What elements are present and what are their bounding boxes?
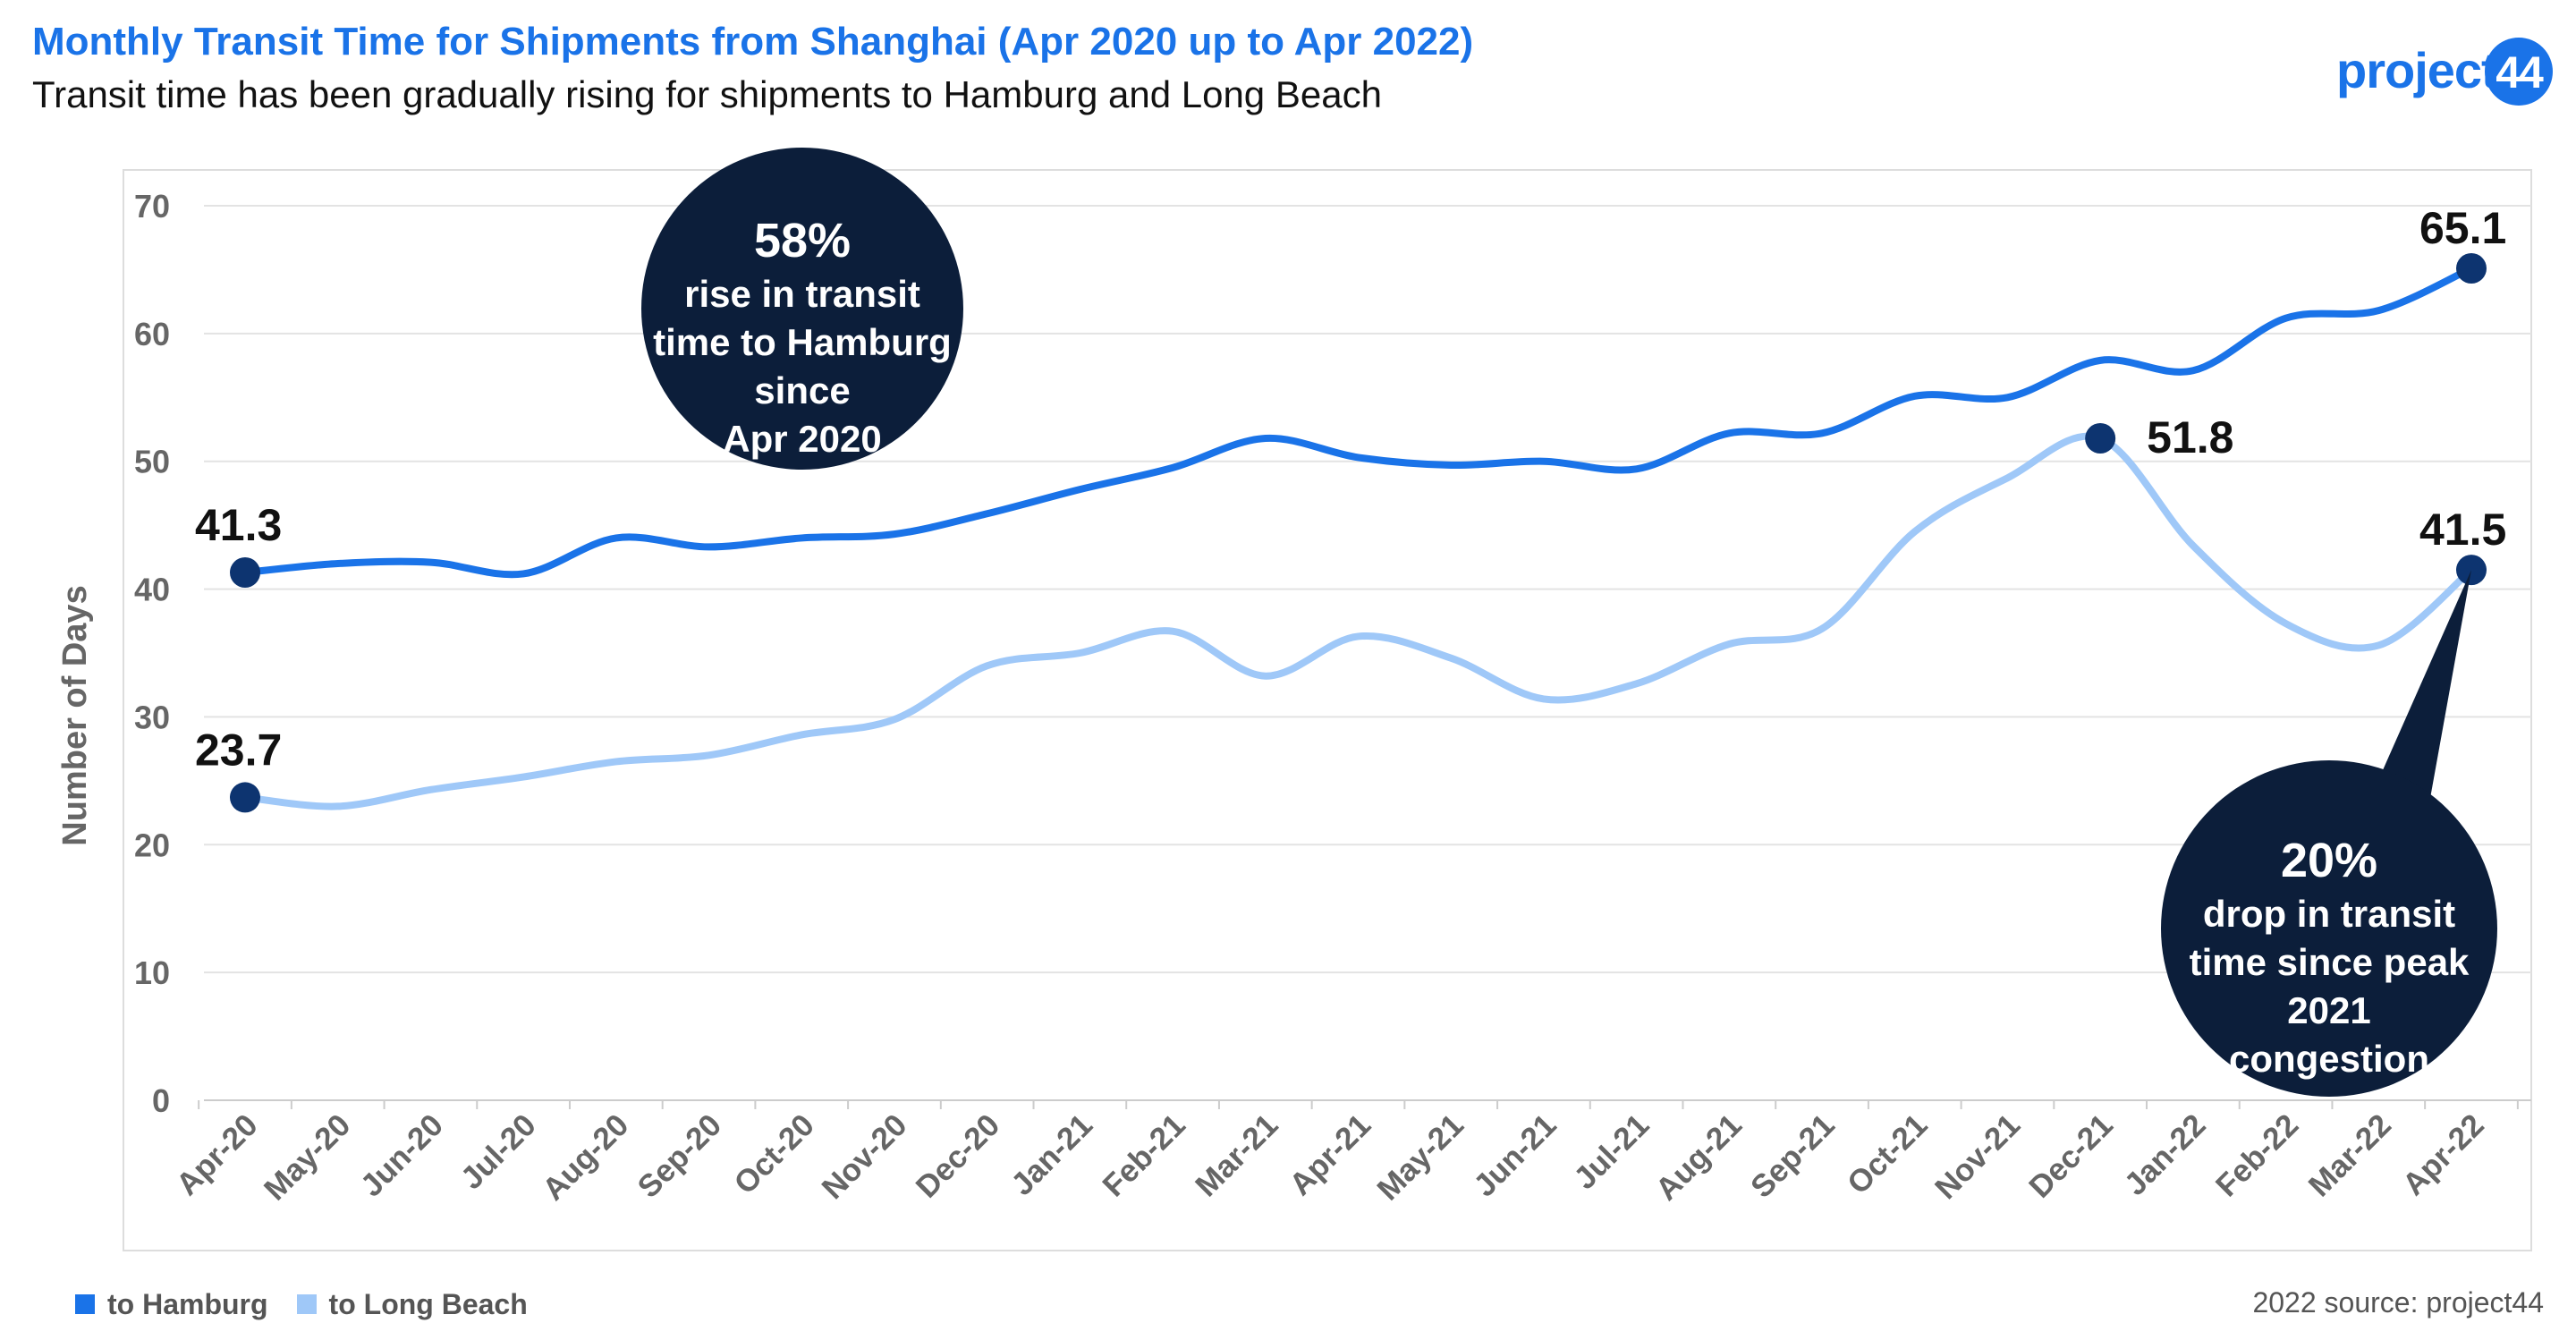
y-tick-label: 10 (134, 954, 170, 991)
callout-hamburg-rise-circle (641, 148, 963, 470)
y-tick-label: 30 (134, 699, 170, 735)
logo-word: project (2336, 42, 2498, 98)
x-tick-label: Jun-21 (1467, 1107, 1563, 1203)
legend-swatch-hamburg (75, 1294, 95, 1314)
plot-frame (123, 169, 2532, 1251)
callout-long-beach-drop: 20% drop in transit time since peak 2021 con… (2161, 760, 2497, 1097)
callout-hamburg-rise-headline: 58% (754, 214, 851, 267)
x-tick-label: Jul-21 (1567, 1107, 1656, 1196)
x-tick-label: Feb-22 (2209, 1107, 2305, 1203)
x-tick-label: May-21 (1370, 1107, 1470, 1207)
x-tick-label: Apr-21 (1283, 1107, 1377, 1202)
x-tick-label: Jan-22 (2118, 1107, 2213, 1202)
callout-hamburg-rise-line: rise in transit (684, 273, 920, 315)
x-tick-label: Feb-21 (1096, 1107, 1191, 1203)
source-note: 2022 source: project44 (2252, 1286, 2544, 1319)
chart-subtitle: Transit time has been gradually rising f… (32, 73, 1382, 115)
x-tick-label: Jun-20 (354, 1107, 450, 1203)
x-tick-label: Mar-21 (1189, 1107, 1284, 1203)
series-line-hamburg (242, 265, 2475, 579)
y-tick-label: 20 (134, 827, 170, 863)
x-tick-label: Apr-20 (170, 1107, 265, 1202)
callout-long-beach-drop-line: drop in transit (2203, 893, 2455, 935)
callout-long-beach-drop-line: time since peak (2190, 941, 2470, 983)
x-tick-label: Aug-20 (536, 1107, 635, 1207)
x-tick-label: Apr-22 (2396, 1107, 2491, 1202)
series-line-long-beach (242, 432, 2475, 810)
x-tick-label: Jan-21 (1004, 1107, 1099, 1202)
x-tick-label: Sep-21 (1744, 1107, 1842, 1205)
callout-hamburg-rise-line: time to Hamburg (653, 321, 952, 363)
y-tick-label: 70 (134, 188, 170, 225)
data-point-long-beach (2085, 423, 2116, 454)
legend-label-long-beach: to Long Beach (328, 1287, 528, 1320)
y-axis-label: Number of Days (56, 585, 94, 845)
data-label-hamburg: 65.1 (2419, 203, 2506, 253)
callout-long-beach-drop-line: 2021 (2287, 989, 2370, 1031)
legend: to Hamburg to Long Beach (75, 1286, 528, 1322)
callout-hamburg-rise-line: Apr 2020 (723, 418, 881, 460)
y-tick-label: 50 (134, 444, 170, 480)
data-point-hamburg (230, 557, 260, 588)
legend-swatch-long-beach (296, 1294, 317, 1314)
y-tick-label: 0 (152, 1082, 170, 1119)
callout-long-beach-drop-headline: 20% (2281, 834, 2377, 887)
x-tick-label: Oct-20 (727, 1107, 821, 1201)
logo-number: 44 (2496, 47, 2544, 98)
data-label-long-beach: 23.7 (195, 725, 282, 775)
x-tick-label: Nov-20 (816, 1107, 914, 1206)
logo-circle (2485, 38, 2553, 106)
x-tick-label: Jul-20 (454, 1107, 543, 1196)
data-point-hamburg (2456, 253, 2487, 284)
x-tick-label: May-20 (258, 1107, 357, 1207)
x-tick-label: Sep-20 (631, 1107, 728, 1205)
x-tick-label: Mar-22 (2302, 1107, 2398, 1203)
x-tick-label: Nov-21 (1928, 1107, 2027, 1206)
legend-item-long-beach: to Long Beach (296, 1287, 528, 1321)
data-point-long-beach (230, 782, 260, 813)
data-label-long-beach: 41.5 (2419, 505, 2506, 555)
data-label-long-beach: 51.8 (2147, 412, 2233, 462)
callout-pointer (2379, 570, 2471, 823)
project44-logo: project 44 (2336, 36, 2553, 107)
data-label-hamburg: 41.3 (195, 500, 282, 550)
y-tick-label: 40 (134, 572, 170, 608)
x-tick-label: Oct-21 (1841, 1107, 1935, 1201)
legend-item-hamburg: to Hamburg (75, 1288, 268, 1321)
callout-hamburg-rise: 58% rise in transit time to Hamburg since Ap… (641, 148, 963, 470)
legend-label-hamburg: to Hamburg (107, 1287, 268, 1320)
y-tick-label: 60 (134, 316, 170, 352)
chart-title: Monthly Transit Time for Shipments from … (32, 20, 1474, 64)
x-tick-label: Dec-20 (910, 1107, 1007, 1205)
callout-long-beach-drop-line: congestion (2229, 1038, 2429, 1080)
callout-hamburg-rise-line: since (754, 369, 850, 411)
x-tick-label: Dec-21 (2022, 1107, 2120, 1205)
callout-long-beach-drop-circle (2161, 760, 2497, 1097)
x-tick-label: Aug-21 (1649, 1107, 1749, 1207)
